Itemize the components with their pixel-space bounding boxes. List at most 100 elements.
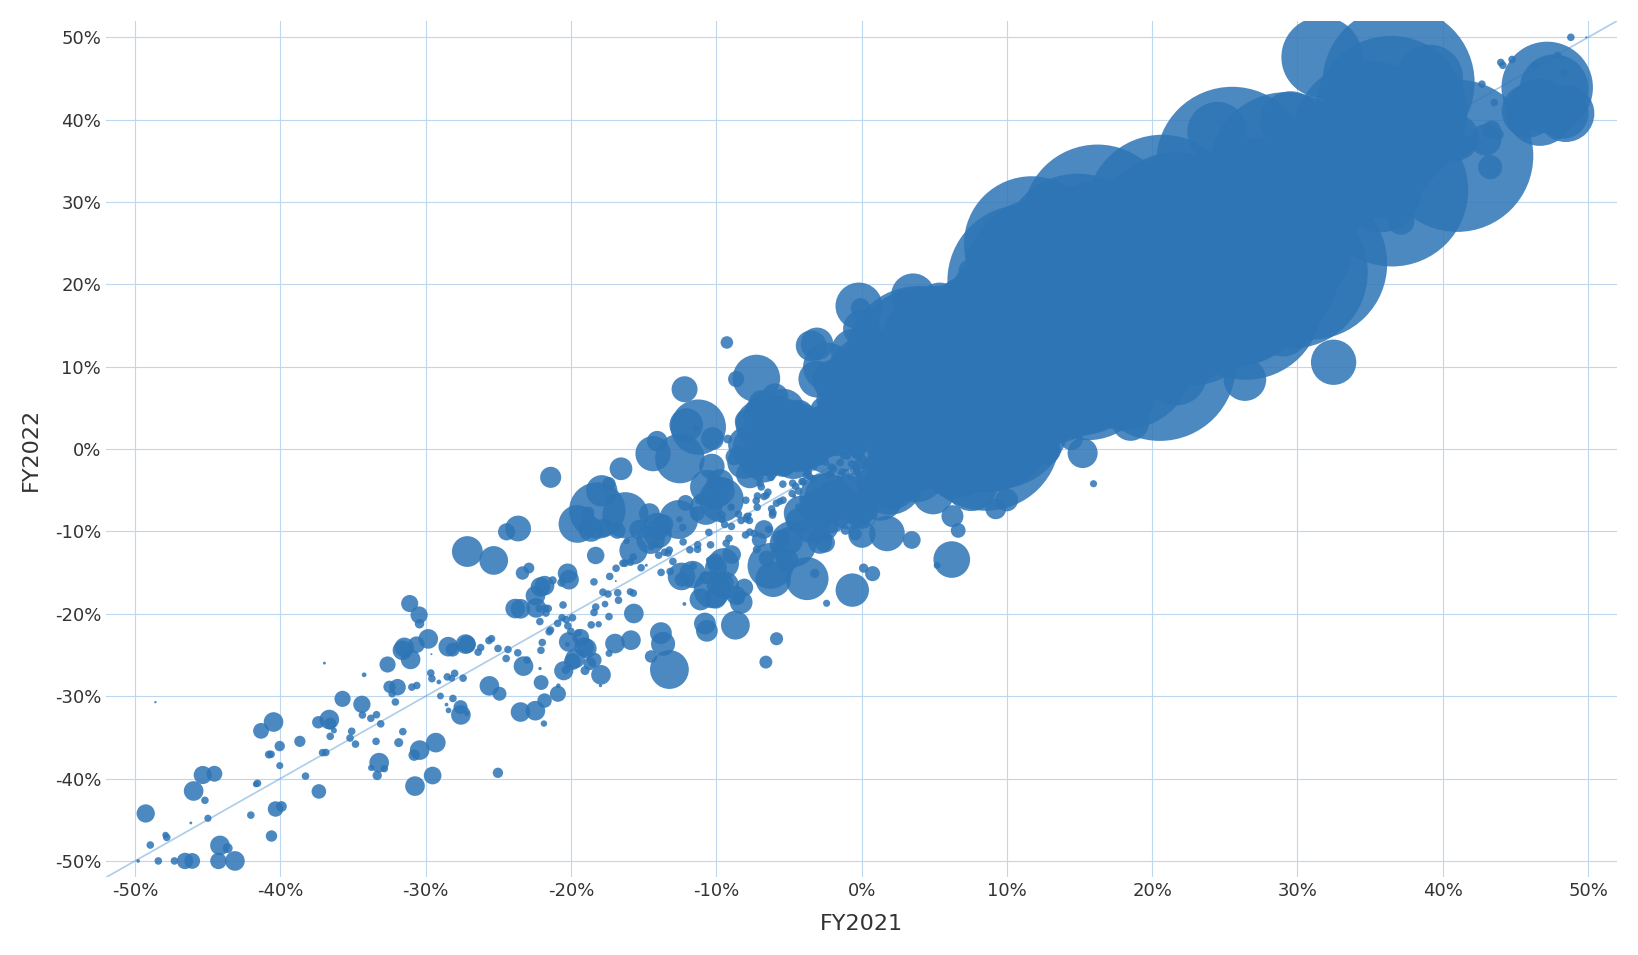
Point	[755, 484, 781, 499]
Point	[1006, 410, 1032, 425]
Point	[796, 522, 822, 538]
Point	[930, 350, 957, 365]
Point	[814, 359, 840, 374]
Point	[342, 736, 369, 752]
Point	[1011, 408, 1037, 423]
Point	[1127, 281, 1153, 296]
Point	[1030, 337, 1057, 352]
Point	[975, 337, 1001, 352]
Point	[527, 661, 554, 676]
Point	[1065, 322, 1091, 337]
Point	[903, 395, 929, 411]
Point	[287, 733, 313, 749]
Point	[1052, 330, 1078, 346]
Point	[1052, 324, 1078, 339]
Point	[1065, 359, 1091, 374]
Point	[1120, 247, 1147, 263]
Point	[880, 370, 906, 385]
Point	[1075, 333, 1101, 349]
Point	[146, 854, 172, 869]
Point	[1201, 185, 1227, 201]
Point	[419, 671, 446, 687]
Point	[927, 414, 953, 430]
Point	[423, 735, 449, 751]
Point	[1281, 200, 1307, 215]
Point	[357, 711, 383, 726]
Point	[1111, 252, 1137, 267]
Point	[830, 448, 857, 463]
Point	[948, 332, 975, 348]
Point	[994, 368, 1020, 383]
Point	[848, 434, 875, 449]
Point	[1145, 264, 1171, 279]
Point	[554, 612, 580, 627]
Point	[806, 414, 832, 430]
Point	[885, 399, 911, 414]
Point	[1102, 277, 1129, 292]
Point	[1050, 244, 1076, 259]
Point	[1132, 246, 1158, 262]
Point	[1030, 289, 1057, 305]
Point	[799, 471, 826, 486]
Point	[1111, 307, 1137, 322]
Point	[1001, 330, 1027, 346]
Point	[778, 408, 804, 423]
Point	[1094, 355, 1120, 371]
Point	[428, 689, 454, 704]
Point	[403, 637, 429, 652]
Point	[1192, 302, 1219, 317]
Point	[744, 499, 770, 515]
Point	[960, 410, 986, 425]
Point	[867, 382, 893, 397]
Point	[960, 455, 986, 470]
Point	[940, 351, 966, 367]
Point	[1170, 227, 1196, 243]
Point	[575, 505, 601, 520]
Point	[667, 451, 693, 466]
Point	[1163, 261, 1189, 276]
Point	[934, 385, 960, 400]
Point	[1004, 333, 1030, 349]
Point	[998, 368, 1024, 383]
Point	[1107, 343, 1133, 358]
Point	[1066, 367, 1093, 382]
Point	[1027, 343, 1053, 358]
Point	[1037, 299, 1063, 314]
Point	[965, 340, 991, 355]
Point	[734, 509, 760, 524]
Point	[968, 410, 994, 425]
Point	[1096, 293, 1122, 308]
Point	[1124, 347, 1150, 362]
Point	[1255, 280, 1281, 295]
Point	[1130, 310, 1156, 326]
Point	[919, 367, 945, 382]
Point	[999, 390, 1025, 405]
Point	[1227, 206, 1253, 222]
Point	[929, 330, 955, 346]
Point	[1019, 291, 1045, 307]
Point	[1551, 65, 1577, 80]
Point	[1129, 231, 1155, 246]
Point	[981, 380, 1007, 395]
Point	[1133, 271, 1160, 286]
Point	[1099, 309, 1125, 325]
Point	[1188, 265, 1214, 280]
Point	[1360, 198, 1386, 213]
Point	[419, 768, 446, 783]
Point	[924, 383, 950, 398]
Point	[907, 378, 934, 393]
Point	[827, 456, 853, 471]
Point	[855, 455, 881, 470]
Point	[1079, 306, 1106, 321]
Point	[1001, 311, 1027, 327]
Point	[242, 776, 269, 792]
Point	[1030, 306, 1057, 321]
Point	[901, 393, 927, 408]
Point	[948, 442, 975, 457]
Point	[695, 479, 721, 495]
Point	[636, 506, 662, 521]
Point	[1096, 354, 1122, 370]
Point	[947, 362, 973, 377]
Point	[1035, 364, 1061, 379]
Point	[1215, 256, 1242, 271]
